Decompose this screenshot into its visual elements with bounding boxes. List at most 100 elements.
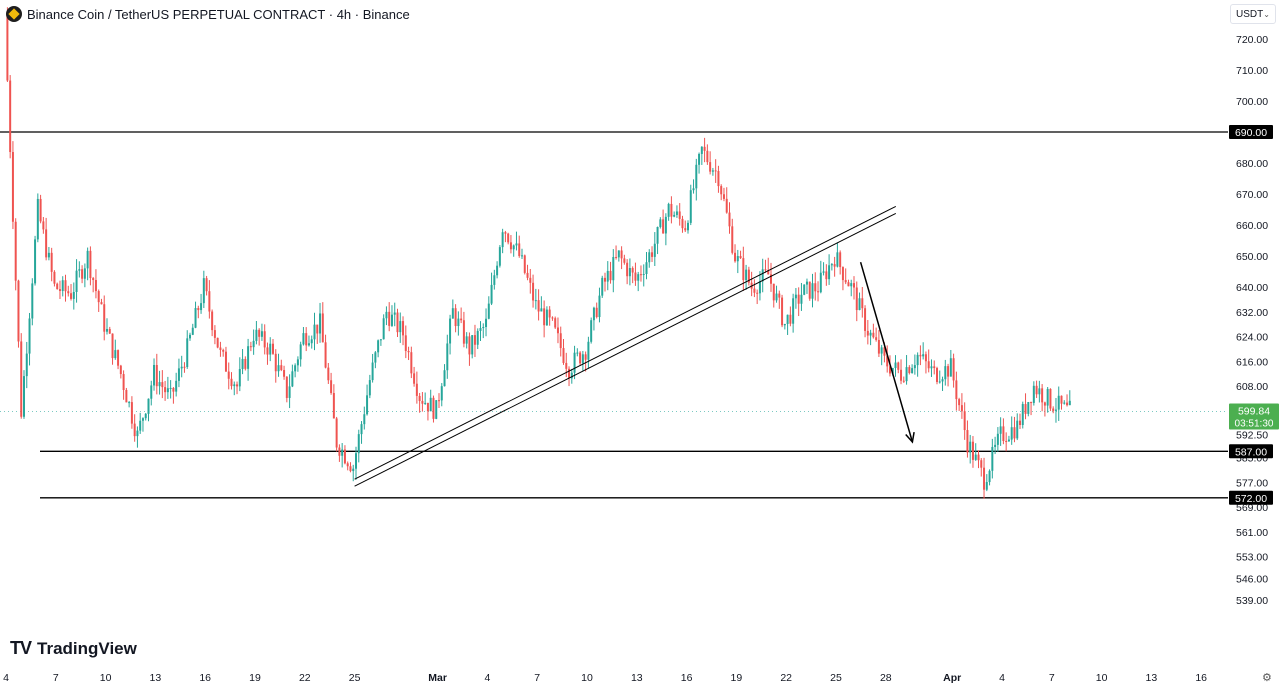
candle-body bbox=[938, 381, 941, 383]
candle-body bbox=[664, 216, 667, 234]
candle-body bbox=[332, 392, 335, 419]
candle-body bbox=[739, 256, 742, 259]
candle-body bbox=[678, 211, 681, 219]
time-axis[interactable]: 4 7 10 13 16 19 22 25 Mar 4 7 10 13 16 19 22 25 28 Apr 4 7 10… bbox=[3, 672, 1207, 684]
candle-body bbox=[158, 382, 161, 387]
candle-body bbox=[515, 243, 518, 246]
candle-body bbox=[236, 384, 239, 387]
candle-body bbox=[379, 339, 382, 341]
candle-body bbox=[687, 222, 689, 231]
candle-body bbox=[186, 338, 189, 367]
candle-body bbox=[609, 270, 612, 281]
candle-body bbox=[568, 368, 571, 379]
candle-body bbox=[858, 298, 861, 311]
candle-body bbox=[991, 446, 994, 471]
candle-body bbox=[302, 333, 305, 345]
candle-body bbox=[498, 247, 501, 266]
candle-body bbox=[924, 354, 927, 362]
price-tick-label: 650.00 bbox=[1236, 251, 1268, 263]
candle-body bbox=[382, 318, 385, 340]
candle-body bbox=[758, 281, 761, 294]
candle-body bbox=[797, 294, 800, 304]
candle-body bbox=[919, 354, 922, 357]
candle-body bbox=[202, 278, 205, 304]
candle-body bbox=[581, 354, 584, 364]
candle-body bbox=[86, 250, 89, 269]
candle-body bbox=[944, 366, 947, 380]
candle-body bbox=[617, 250, 620, 258]
time-tick-label: 16 bbox=[199, 672, 211, 684]
gear-icon[interactable]: ⚙ bbox=[1262, 672, 1272, 684]
candle-body bbox=[1016, 420, 1019, 439]
candle-body bbox=[642, 273, 645, 275]
candle-body bbox=[623, 258, 626, 263]
tradingview-logo: TV TradingView bbox=[10, 638, 137, 659]
candle-body bbox=[211, 311, 214, 331]
candle-body bbox=[783, 323, 786, 326]
candle-body bbox=[81, 269, 84, 279]
candle-body bbox=[839, 252, 842, 268]
candle-body bbox=[130, 402, 133, 424]
price-tick-label: 608.00 bbox=[1236, 381, 1268, 393]
candle-body bbox=[684, 228, 687, 231]
time-tick-label: 10 bbox=[100, 672, 112, 684]
candle-body bbox=[316, 324, 319, 334]
candle-body bbox=[983, 467, 986, 490]
candle-body bbox=[457, 318, 460, 327]
candle-body bbox=[415, 383, 418, 396]
candle-body bbox=[189, 334, 191, 339]
candle-body bbox=[393, 312, 396, 315]
candle-body bbox=[222, 349, 225, 352]
candle-body bbox=[125, 389, 128, 403]
candle-body bbox=[922, 354, 925, 357]
price-tick-label: 569.00 bbox=[1236, 502, 1268, 514]
candle-body bbox=[576, 352, 579, 354]
candle-body bbox=[175, 380, 178, 392]
candle-body bbox=[75, 270, 78, 292]
candle-body bbox=[886, 355, 889, 367]
price-axis[interactable]: 720.00 710.00 700.00 680.00 670.00 660.00 650.… bbox=[1236, 34, 1268, 607]
candle-body bbox=[20, 341, 23, 417]
candle-body bbox=[34, 239, 37, 284]
candle-body bbox=[675, 211, 678, 215]
candle-body bbox=[493, 275, 496, 285]
time-tick-label: 7 bbox=[1049, 672, 1055, 684]
candle-body bbox=[985, 482, 988, 490]
candle-body bbox=[224, 351, 227, 372]
candle-body bbox=[1019, 420, 1021, 426]
candle-body bbox=[58, 289, 61, 291]
price-tick-label: 539.00 bbox=[1236, 595, 1268, 607]
candle-body bbox=[620, 250, 623, 259]
time-tick-label: 22 bbox=[299, 672, 311, 684]
candle-body bbox=[888, 366, 891, 374]
price-tick-label: 632.00 bbox=[1236, 307, 1268, 319]
candle-body bbox=[775, 293, 778, 301]
candle-body bbox=[23, 376, 25, 417]
candle-body bbox=[338, 447, 341, 456]
candle-body bbox=[277, 365, 280, 372]
candle-body bbox=[936, 368, 938, 382]
currency-selector[interactable]: USDT ⌄ bbox=[1230, 4, 1276, 24]
candle-body bbox=[554, 318, 557, 328]
candle-body bbox=[355, 453, 357, 469]
candle-body bbox=[451, 308, 454, 319]
candle-body bbox=[711, 170, 714, 172]
candle-body bbox=[548, 309, 551, 318]
candle-body bbox=[714, 170, 717, 172]
candle-body bbox=[285, 376, 288, 398]
candle-body bbox=[1002, 426, 1005, 441]
candle-body bbox=[501, 232, 504, 248]
candle-body bbox=[864, 308, 867, 331]
candle-body bbox=[900, 369, 903, 381]
candle-body bbox=[1021, 404, 1024, 426]
candle-body bbox=[803, 284, 806, 295]
candle-body bbox=[377, 340, 380, 353]
candle-body bbox=[258, 329, 261, 337]
candle-body bbox=[241, 358, 244, 370]
candle-body bbox=[833, 264, 836, 267]
candle-body bbox=[133, 423, 136, 437]
candle-body bbox=[485, 318, 488, 327]
candle-body bbox=[180, 366, 183, 369]
time-tick-label: 4 bbox=[999, 672, 1005, 684]
